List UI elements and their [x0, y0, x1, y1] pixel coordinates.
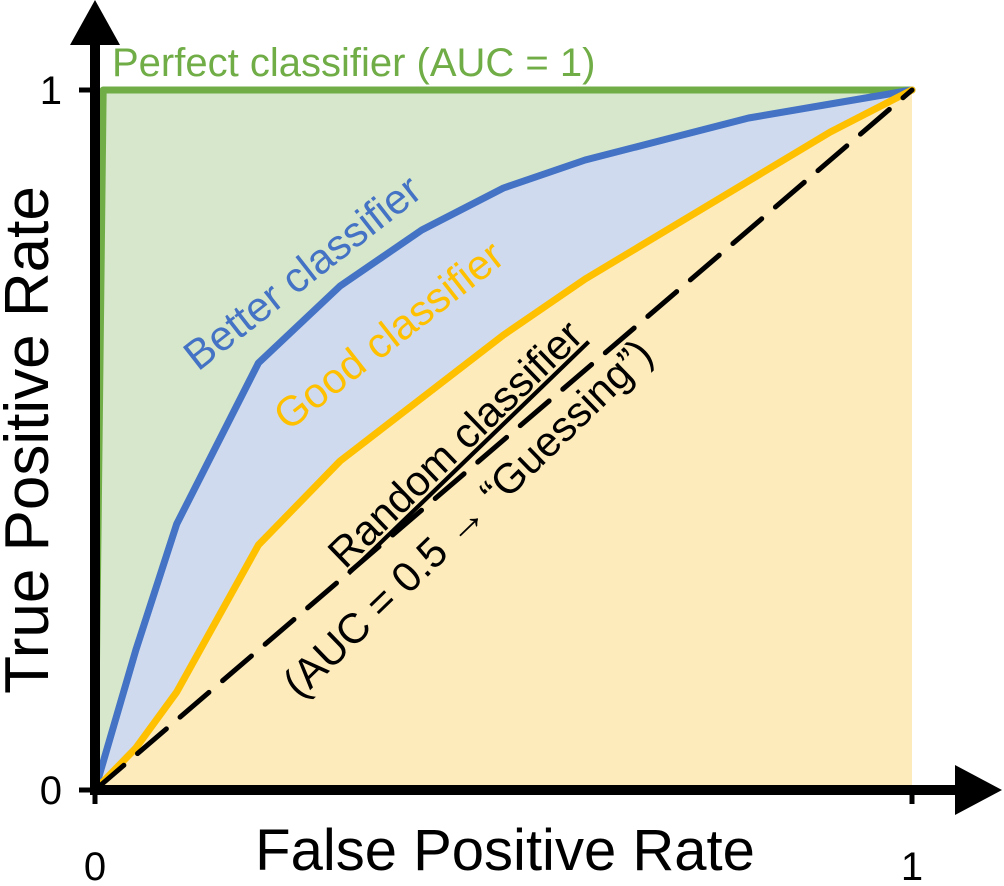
y-axis-arrow [70, 0, 120, 45]
y-tick-label: 0 [40, 769, 62, 813]
x-axis-title: False Positive Rate [255, 818, 755, 883]
x-tick-label: 1 [901, 845, 923, 886]
series-label: Perfect classifier (AUC = 1) [112, 41, 595, 85]
x-tick-label: 0 [84, 845, 106, 886]
x-axis-arrow [955, 765, 1002, 815]
y-axis-title: True Positive Rate [0, 186, 62, 694]
curve [92, 87, 915, 793]
curve [91, 86, 916, 794]
y-tick-label: 1 [40, 69, 62, 113]
curve [91, 86, 916, 794]
